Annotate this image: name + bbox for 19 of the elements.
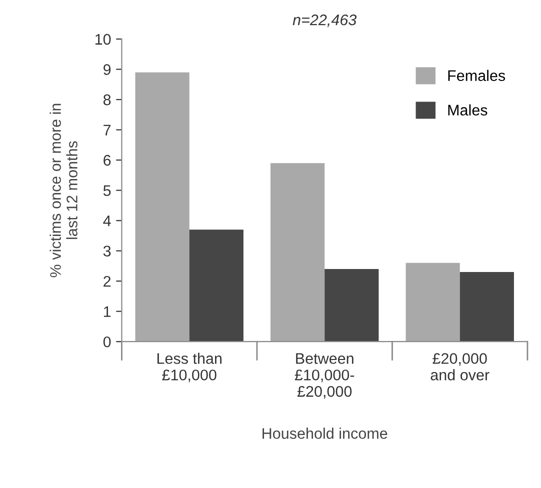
y-tick-label: 10 (95, 34, 111, 45)
y-tick-label: 8 (103, 94, 111, 106)
legend-label: Males (448, 104, 488, 116)
y-tick-label: 3 (103, 246, 111, 257)
y-tick-label: 6 (104, 154, 111, 166)
y-axis-title: % victims once or more in last 12 months (50, 104, 78, 278)
x-tick-label: Between £10,000- £20,000 (294, 353, 354, 399)
chart-title: n=22,463 (292, 14, 357, 28)
y-tick-label: 9 (104, 64, 111, 75)
x-tick-label: £20,000 and over (430, 353, 490, 380)
y-tick-label: 2 (104, 276, 111, 287)
x-tick-label: Less than £10,000 (157, 352, 222, 382)
y-tick-label: 0 (103, 336, 111, 348)
legend-label: Females (448, 70, 506, 82)
y-tick-label: 7 (104, 124, 111, 136)
x-axis-title: Household income (262, 428, 388, 439)
y-tick-label: 5 (103, 185, 111, 196)
y-tick-label: 1 (104, 306, 111, 317)
y-tick-label: 4 (103, 216, 111, 226)
